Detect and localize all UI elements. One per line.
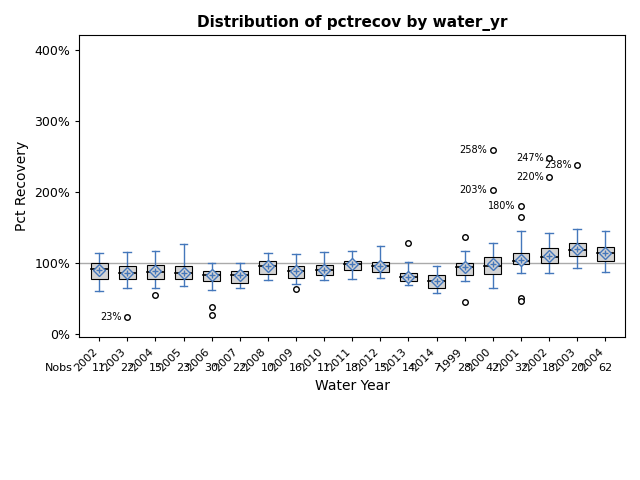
Bar bbox=[203, 271, 220, 281]
Text: 247%: 247% bbox=[516, 153, 543, 163]
Bar bbox=[428, 276, 445, 288]
Text: 20: 20 bbox=[570, 363, 584, 373]
Bar bbox=[231, 271, 248, 283]
Bar bbox=[175, 266, 192, 279]
Text: 30: 30 bbox=[205, 363, 219, 373]
Text: 18: 18 bbox=[345, 363, 359, 373]
Y-axis label: Pct Recovery: Pct Recovery bbox=[15, 141, 29, 231]
Text: 23: 23 bbox=[177, 363, 191, 373]
Text: 220%: 220% bbox=[516, 172, 543, 182]
Bar bbox=[344, 261, 361, 271]
Text: 11: 11 bbox=[317, 363, 331, 373]
Text: 11: 11 bbox=[92, 363, 106, 373]
Text: 42: 42 bbox=[486, 363, 500, 373]
Text: 62: 62 bbox=[598, 363, 612, 373]
Text: 238%: 238% bbox=[544, 160, 572, 169]
Bar bbox=[541, 249, 557, 263]
Bar bbox=[91, 263, 108, 279]
Bar bbox=[372, 262, 388, 272]
Text: 258%: 258% bbox=[460, 145, 487, 156]
Bar bbox=[569, 243, 586, 256]
Bar bbox=[287, 266, 305, 277]
Title: Distribution of pctrecov by water_yr: Distribution of pctrecov by water_yr bbox=[197, 15, 508, 31]
Text: 16: 16 bbox=[289, 363, 303, 373]
Bar bbox=[513, 253, 529, 264]
Text: 14: 14 bbox=[401, 363, 415, 373]
Bar bbox=[259, 261, 276, 274]
Text: 15: 15 bbox=[148, 363, 163, 373]
Text: 203%: 203% bbox=[460, 184, 487, 194]
Bar bbox=[316, 265, 333, 275]
Text: Nobs: Nobs bbox=[45, 363, 73, 373]
Bar bbox=[597, 247, 614, 261]
Text: 7: 7 bbox=[433, 363, 440, 373]
Text: 18: 18 bbox=[542, 363, 556, 373]
Bar bbox=[119, 266, 136, 279]
Text: 23%: 23% bbox=[100, 312, 122, 323]
Text: 10: 10 bbox=[261, 363, 275, 373]
Bar bbox=[456, 263, 473, 275]
Text: 22: 22 bbox=[120, 363, 134, 373]
Text: 180%: 180% bbox=[488, 201, 515, 211]
Bar bbox=[400, 273, 417, 281]
Text: 22: 22 bbox=[232, 363, 247, 373]
Bar bbox=[484, 257, 501, 274]
Text: 15: 15 bbox=[373, 363, 387, 373]
Text: 32: 32 bbox=[514, 363, 528, 373]
Text: 28: 28 bbox=[458, 363, 472, 373]
X-axis label: Water Year: Water Year bbox=[315, 379, 390, 393]
Bar bbox=[147, 265, 164, 279]
